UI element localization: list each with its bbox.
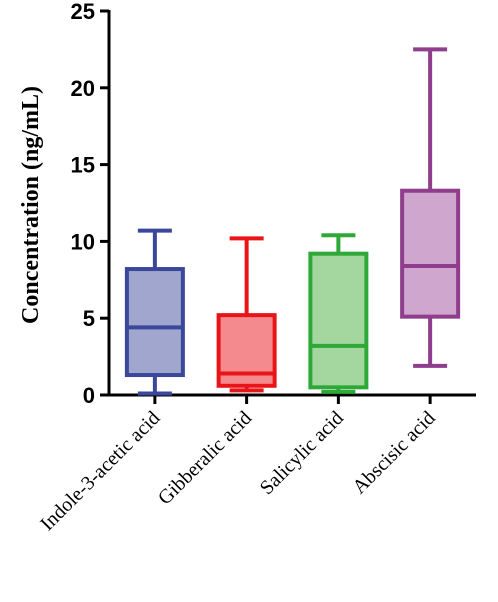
y-tick-label: 0 xyxy=(83,383,95,408)
box-iqr xyxy=(124,267,185,378)
boxes-group xyxy=(124,47,461,396)
box-1 xyxy=(124,228,185,396)
y-axis: 0 5 10 15 20 25 xyxy=(71,0,111,408)
y-axis-title: Concentration (ng/mL) xyxy=(18,86,44,324)
x-tick-label: Abscisic acid xyxy=(348,407,439,498)
y-tick-label: 25 xyxy=(71,0,95,24)
x-tick-label: Indole-3-acetic acid xyxy=(36,407,164,535)
y-tick-label: 5 xyxy=(83,306,95,331)
box-3 xyxy=(308,233,369,394)
x-tick-label: Salicylic acid xyxy=(256,407,348,499)
x-tick-label: Gibberalic acid xyxy=(154,407,256,509)
box-iqr xyxy=(400,188,461,319)
y-tick-label: 15 xyxy=(71,153,95,178)
box-iqr xyxy=(308,251,369,390)
y-tick-label: 10 xyxy=(71,229,95,254)
y-tick-label: 20 xyxy=(71,76,95,101)
box-4 xyxy=(400,47,461,368)
box-2 xyxy=(216,236,277,393)
